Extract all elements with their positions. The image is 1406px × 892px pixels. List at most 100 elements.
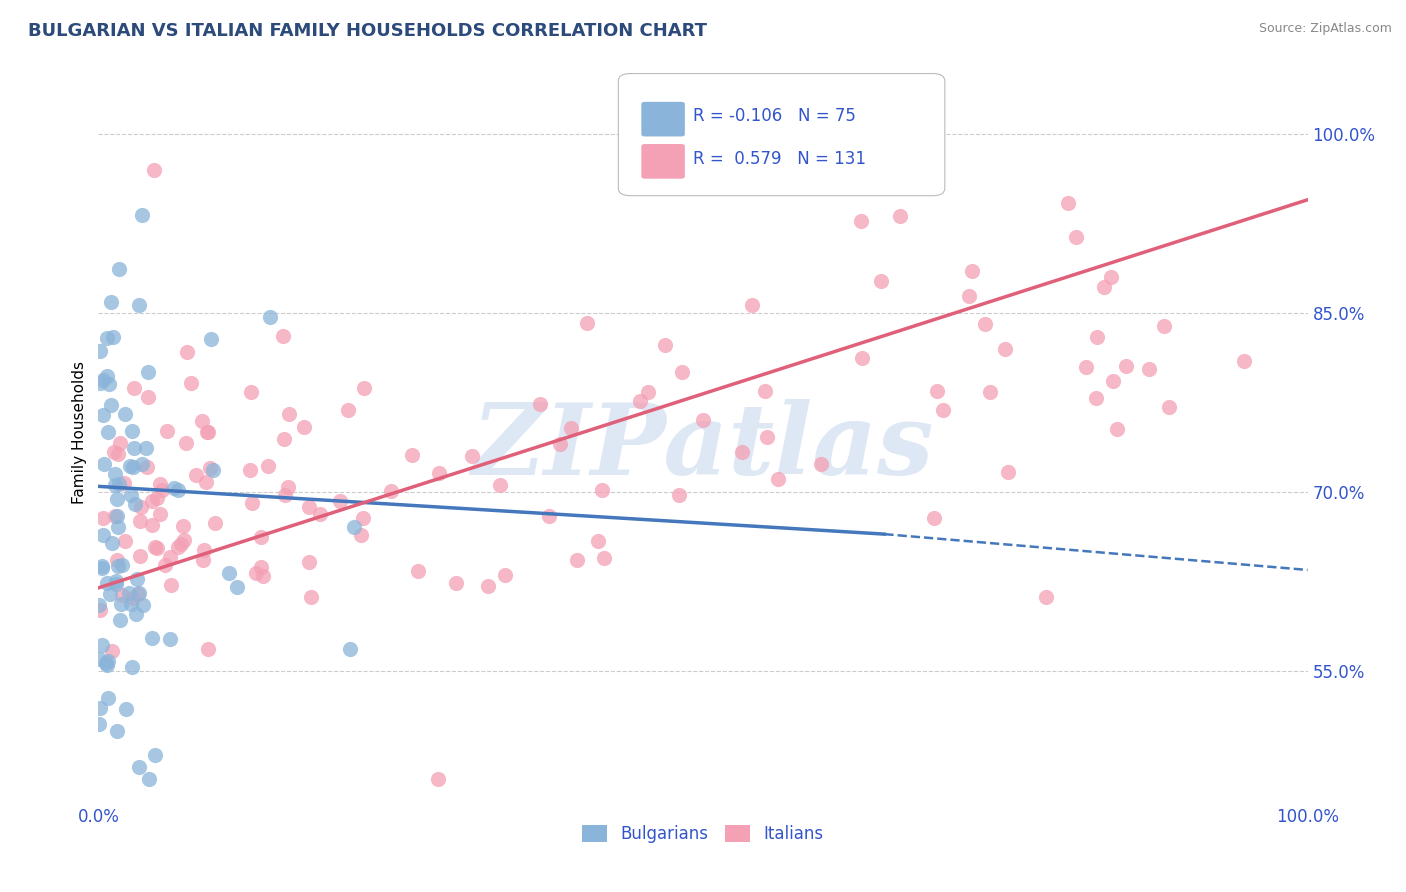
Point [166,541,188,555]
Point [101,536,124,550]
Point [731,445,754,459]
Point [204,516,226,530]
Point [240,496,263,510]
Point [114,534,136,549]
Point [174,436,197,450]
Point [90,561,112,575]
Point [870,274,893,288]
Point [931,402,953,417]
Legend: Bulgarians, Italians: Bulgarians, Italians [575,819,831,850]
Point [141,493,163,508]
Point [250,530,273,544]
Point [150,483,173,497]
Point [156,424,179,438]
Point [195,425,218,439]
Point [401,448,423,462]
Point [146,541,169,555]
Point [960,264,983,278]
Point [1092,280,1115,294]
Point [89,602,111,616]
Point [218,566,240,580]
Point [593,551,616,566]
Point [124,381,146,395]
Point [352,511,374,525]
Point [427,772,450,786]
Point [121,659,143,673]
Point [122,441,145,455]
Point [668,488,690,502]
Point [343,520,366,534]
Point [494,567,516,582]
Point [922,511,945,525]
Point [136,365,159,379]
Point [560,421,582,435]
Point [756,430,779,444]
Point [565,553,588,567]
Point [131,208,153,222]
Point [97,691,120,706]
Point [108,436,131,450]
Point [427,466,450,480]
Point [93,374,115,388]
Point [143,540,166,554]
Point [160,578,183,592]
Point [146,491,169,505]
Point [135,441,157,455]
Point [671,365,693,379]
Point [1157,400,1180,414]
Point [957,288,980,302]
Point [299,591,322,605]
Point [489,478,512,492]
Point [96,331,118,345]
Point [176,345,198,359]
Point [271,329,294,343]
Point [128,585,150,599]
Point [91,527,114,541]
Point [588,534,610,549]
Point [591,483,613,497]
Point [274,487,297,501]
Point [974,318,997,332]
Point [124,497,146,511]
Point [104,577,127,591]
Point [107,559,129,574]
Point [114,408,136,422]
Point [766,472,789,486]
Point [1085,330,1108,344]
Point [1076,360,1098,375]
Point [124,607,146,622]
Point [997,465,1019,479]
Point [129,514,152,528]
Point [87,717,110,731]
Point [259,310,281,325]
Point [108,613,131,627]
Point [1137,362,1160,376]
Point [292,419,315,434]
Point [200,332,222,346]
Point [104,467,127,481]
Point [628,394,651,409]
Point [406,564,429,578]
Point [107,553,129,567]
Text: ZIPatlas: ZIPatlas [472,400,934,496]
Point [96,369,118,384]
Point [107,520,129,534]
Point [100,398,122,412]
Point [93,458,115,472]
Text: BULGARIAN VS ITALIAN FAMILY HOUSEHOLDS CORRELATION CHART: BULGARIAN VS ITALIAN FAMILY HOUSEHOLDS C… [28,22,707,40]
Point [120,487,142,501]
Point [191,553,214,567]
Point [97,425,120,440]
Point [101,643,124,657]
Point [754,384,776,398]
Point [98,377,121,392]
Point [277,407,299,421]
Point [122,591,145,606]
Point [90,559,112,574]
FancyBboxPatch shape [641,102,685,136]
Point [353,382,375,396]
Point [129,500,152,515]
Point [329,494,352,508]
Point [101,330,124,344]
Point [112,475,135,490]
